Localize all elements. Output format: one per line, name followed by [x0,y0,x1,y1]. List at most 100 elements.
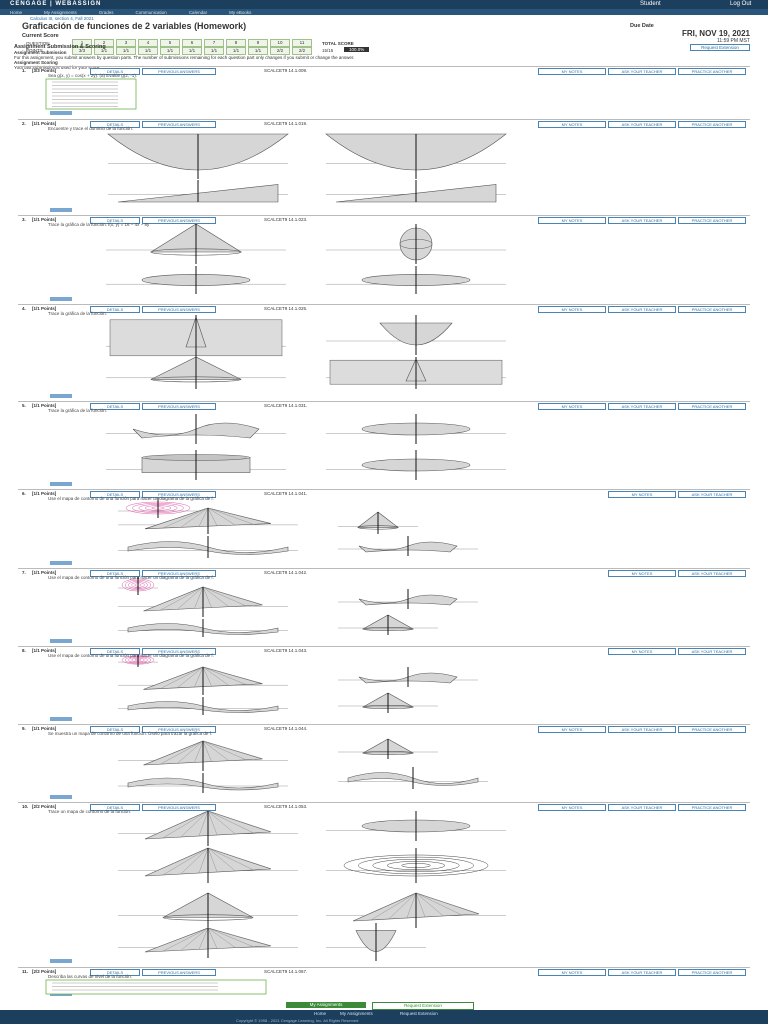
previous-answers-button[interactable]: PREVIOUS ANSWERS [142,67,216,75]
hatch [202,586,229,607]
score-question: 8 [226,39,246,47]
course[interactable]: Calculus III, section 4, Fall 2021 [30,16,94,21]
practice-button[interactable]: PRACTICE ANOTHER [678,216,746,224]
practice-button[interactable]: PRACTICE ANOTHER [678,968,746,976]
ask-button[interactable]: ASK YOUR TEACHER [608,968,676,976]
footer-extension[interactable]: Request Extension [400,1011,438,1016]
footer-assignments[interactable]: My Assignments [340,1011,373,1016]
hatch [388,892,417,920]
ask-button[interactable]: ASK YOUR TEACHER [608,305,676,313]
question-prompt: Trace la gráfica de la función. [48,408,107,413]
hatch [162,507,209,529]
notes-button[interactable]: MY NOTES [608,647,676,655]
notes-button[interactable]: MY NOTES [538,968,606,976]
previous-answers-button[interactable]: PREVIOUS ANSWERS [142,216,216,224]
question-points: [1/1 Points] [32,647,57,653]
previous-answers-button[interactable]: PREVIOUS ANSWERS [142,120,216,128]
details-button[interactable]: DETAILS [90,569,140,577]
previous-answers-button[interactable]: PREVIOUS ANSWERS [142,968,216,976]
practice-button[interactable]: PRACTICE ANOTHER [678,402,746,410]
ask-button[interactable]: ASK YOUR TEACHER [678,647,746,655]
ask-button[interactable]: ASK YOUR TEACHER [608,216,676,224]
details-button[interactable]: DETAILS [90,803,140,811]
brand: CENGAGE | WEBASSIGN [10,1,102,7]
practice-button[interactable]: PRACTICE ANOTHER [678,305,746,313]
logout[interactable]: Log Out [730,1,752,7]
hatch [180,847,209,875]
footer-extension-button[interactable]: Request Extension [372,1002,474,1010]
notes-button[interactable]: MY NOTES [538,725,606,733]
details-button[interactable]: DETAILS [90,647,140,655]
practice-button[interactable]: PRACTICE ANOTHER [678,725,746,733]
question-points: [1/1 Points] [32,569,57,575]
score-points: 1/1 [160,47,180,55]
footer-assignments-button[interactable]: My Assignments [286,1002,366,1008]
nav-item[interactable]: Calendar [188,9,208,15]
details-button[interactable]: DETAILS [90,490,140,498]
hatch [207,927,236,948]
notes-button[interactable]: MY NOTES [608,490,676,498]
due-panel: Due Date FRI, NOV 19, 2021 11:59 PM MST … [630,23,750,51]
score-question: 9 [248,39,268,47]
scoring-title: Assignment Scoring [14,60,58,65]
details-button[interactable]: DETAILS [90,402,140,410]
ask-button[interactable]: ASK YOUR TEACHER [608,402,676,410]
hatch [207,810,218,835]
details-button[interactable]: DETAILS [90,305,140,313]
practice-button[interactable]: PRACTICE ANOTHER [678,67,746,75]
previous-answers-button[interactable]: PREVIOUS ANSWERS [142,305,216,313]
ask-button[interactable]: ASK YOUR TEACHER [608,725,676,733]
question-figures [50,498,478,565]
ebook-tab [50,795,72,799]
practice-button[interactable]: PRACTICE ANOTHER [678,803,746,811]
notes-button[interactable]: MY NOTES [538,803,606,811]
nav-item[interactable]: My Assignments [44,9,77,15]
hatch [162,810,209,839]
hatch [207,810,254,833]
question-number: 2. [22,120,26,126]
hatch [202,740,263,759]
previous-answers-button[interactable]: PREVIOUS ANSWERS [142,402,216,410]
previous-answers-button[interactable]: PREVIOUS ANSWERS [142,490,216,498]
hatch [370,892,417,921]
question-points: [2/2 Points] [32,968,57,974]
submission-text: For this assignment, you submit answers … [14,55,355,60]
question: 1. [3/3 Points] DETAILS PREVIOUS ANSWERS SCA… [18,66,750,117]
hatch [207,847,236,871]
request-extension[interactable]: Request Extension [690,44,750,51]
previous-answers-button[interactable]: PREVIOUS ANSWERS [142,803,216,811]
notes-button[interactable]: MY NOTES [538,216,606,224]
question-points: [2/2 Points] [32,803,57,809]
question-code: SCALCET9 14.1.043. [264,647,308,653]
footer-home[interactable]: Home [314,1011,327,1016]
ask-button[interactable]: ASK YOUR TEACHER [608,803,676,811]
details-button[interactable]: DETAILS [90,725,140,733]
ask-button[interactable]: ASK YOUR TEACHER [678,490,746,498]
ask-button[interactable]: ASK YOUR TEACHER [608,120,676,128]
nav-item[interactable]: Grades [98,9,114,15]
details-button[interactable]: DETAILS [90,968,140,976]
notes-button[interactable]: MY NOTES [538,120,606,128]
details-button[interactable]: DETAILS [90,216,140,224]
notes-button[interactable]: MY NOTES [538,67,606,75]
notes-button[interactable]: MY NOTES [538,305,606,313]
nav-item[interactable]: Communication [135,9,167,15]
question-prompt: Use el mapa de contorno de una función p… [48,653,214,658]
previous-answers-button[interactable]: PREVIOUS ANSWERS [142,725,216,733]
notes-button[interactable]: MY NOTES [538,402,606,410]
practice-button[interactable]: PRACTICE ANOTHER [678,120,746,128]
previous-answers-button[interactable]: PREVIOUS ANSWERS [142,647,216,655]
question-code: SCALCET9 14.1.041. [264,490,308,496]
details-button[interactable]: DETAILS [90,67,140,75]
nav-item[interactable]: My eBooks [229,9,252,15]
notes-button[interactable]: MY NOTES [608,569,676,577]
previous-answers-button[interactable]: PREVIOUS ANSWERS [142,569,216,577]
hatch [207,927,218,949]
nav-item[interactable]: Home [10,9,23,15]
score-points: 2/2 [292,47,312,55]
answer-box [45,979,267,995]
ask-button[interactable]: ASK YOUR TEACHER [678,569,746,577]
question: 7. [1/1 Points] DETAILS PREVIOUS ANSWERS SCA… [18,568,750,645]
ask-button[interactable]: ASK YOUR TEACHER [608,67,676,75]
details-button[interactable]: DETAILS [90,120,140,128]
